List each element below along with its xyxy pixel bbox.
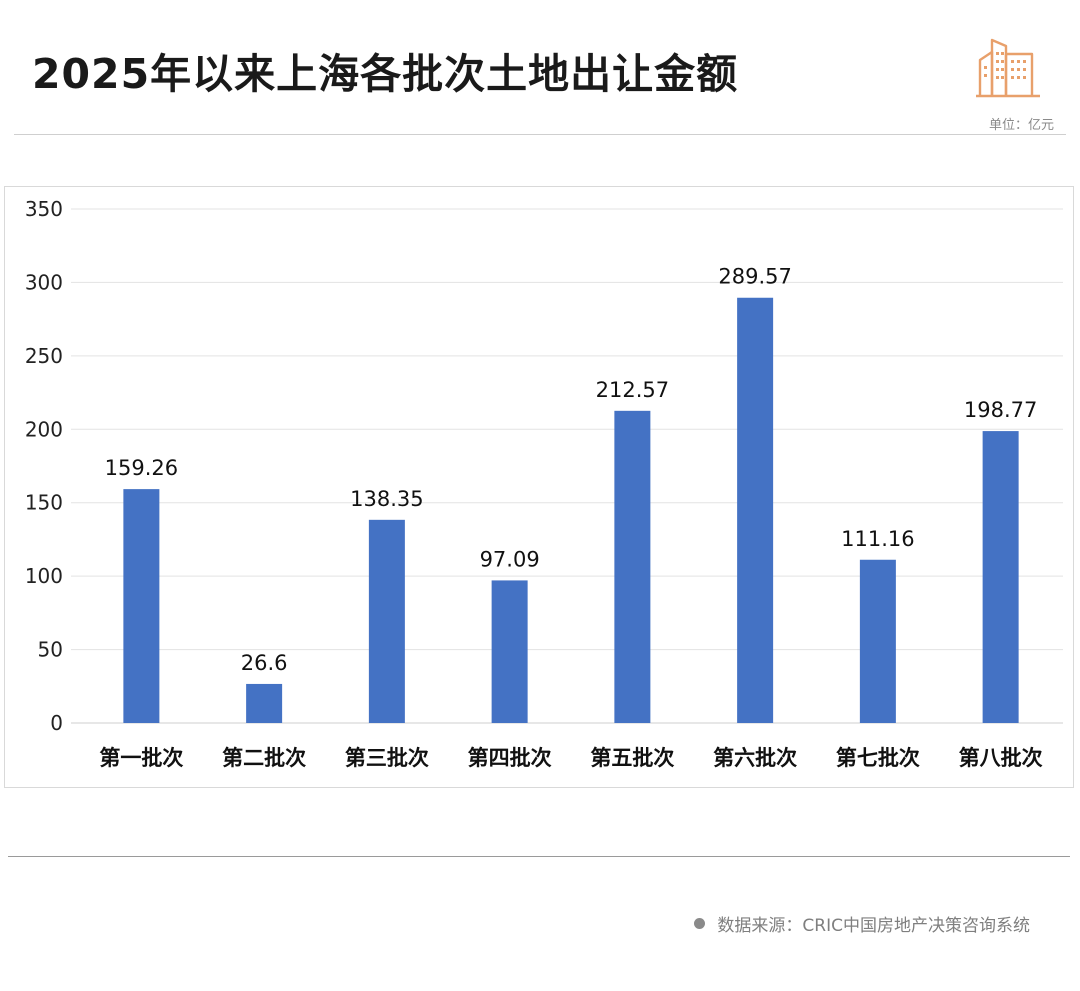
data-source: 数据来源：CRIC中国房地产决策咨询系统 <box>694 911 1030 936</box>
bar <box>491 580 528 723</box>
x-tick-label: 第八批次 <box>959 746 1043 770</box>
x-tick-label: 第六批次 <box>713 746 797 770</box>
bar <box>246 683 283 723</box>
x-tick-label: 第七批次 <box>836 746 920 770</box>
x-tick-label: 第四批次 <box>468 746 552 770</box>
data-label: 198.77 <box>964 398 1037 422</box>
bar <box>982 431 1019 723</box>
bar <box>123 489 160 723</box>
data-source-text: 数据来源：CRIC中国房地产决策咨询系统 <box>717 916 1030 936</box>
bar-chart: 0 50 100 150 200 250 300 350 159.26 第一批次 26.6 第二批次 1… <box>25 197 1063 770</box>
y-tick-label: 0 <box>50 711 63 735</box>
bar <box>859 559 896 723</box>
footer-divider <box>8 856 1070 857</box>
y-tick-label: 50 <box>38 638 63 662</box>
dot-icon <box>694 918 706 929</box>
unit-label: 单位：亿元 <box>988 118 1054 133</box>
city-buildings-icon <box>976 38 1040 98</box>
data-label: 159.26 <box>105 456 178 480</box>
y-tick-label: 300 <box>25 270 63 294</box>
data-label: 212.57 <box>596 378 669 402</box>
data-label: 111.16 <box>841 527 914 551</box>
x-tick-label: 第三批次 <box>345 746 429 770</box>
y-tick-label: 250 <box>25 344 63 368</box>
bar <box>368 519 405 723</box>
chart-area: 0 50 100 150 200 250 300 350 159.26 第一批次 26.6 第二批次 1… <box>4 186 1074 788</box>
header-divider <box>14 134 1066 135</box>
y-tick-label: 150 <box>25 491 63 515</box>
data-label: 97.09 <box>480 547 540 571</box>
x-tick-label: 第五批次 <box>590 746 674 770</box>
y-tick-label: 200 <box>25 417 63 441</box>
data-label: 138.35 <box>350 487 423 511</box>
y-tick-label: 350 <box>25 197 63 221</box>
x-tick-label: 第一批次 <box>99 746 183 770</box>
bar <box>614 410 651 723</box>
data-label: 289.57 <box>718 265 791 289</box>
y-tick-label: 100 <box>25 564 63 588</box>
chart-title: 2025年以来上海各批次土地出让金额 <box>32 50 739 98</box>
bar <box>737 297 774 723</box>
x-tick-label: 第二批次 <box>222 746 306 770</box>
data-label: 26.6 <box>241 651 288 675</box>
